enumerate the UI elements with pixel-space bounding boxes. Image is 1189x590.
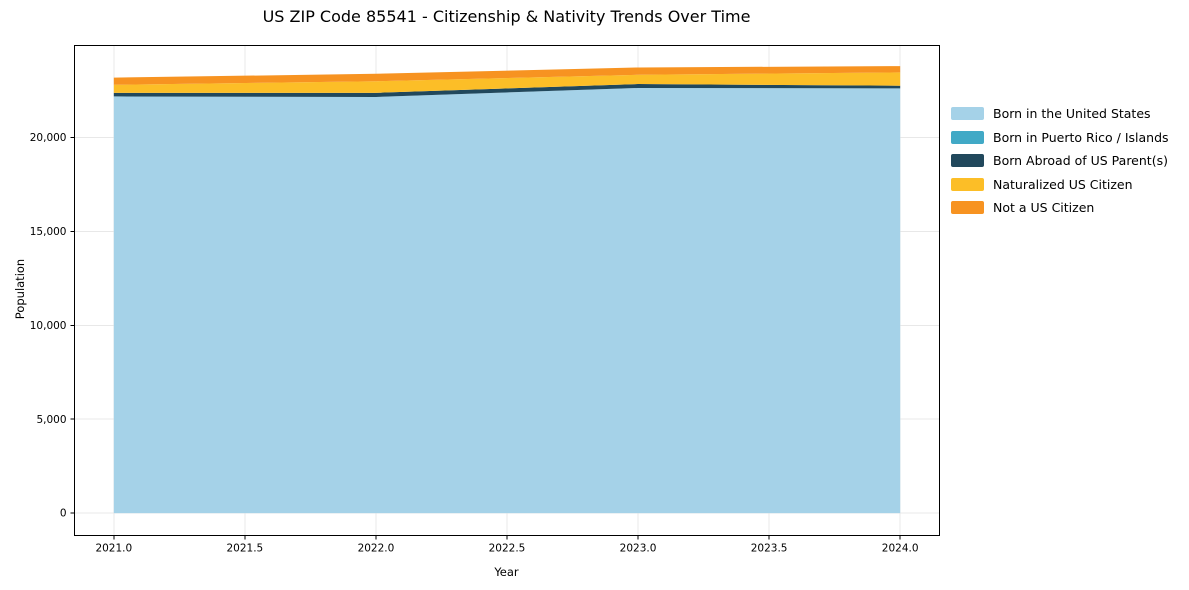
x-tick-label: 2021.5 xyxy=(227,543,264,555)
area-born-abroad-of-us-parent-s xyxy=(113,84,901,97)
x-tick-label: 2022.5 xyxy=(489,543,526,555)
legend-label: Not a US Citizen xyxy=(993,200,1095,216)
area-not-a-us-citizen xyxy=(113,66,901,85)
legend-item-born-in-the-united-states: Born in the United States xyxy=(951,102,1169,126)
legend-item-naturalized-us-citizen: Naturalized US Citizen xyxy=(951,173,1169,197)
y-tick-label: 0 xyxy=(60,508,67,520)
x-tick-label: 2023.5 xyxy=(751,543,788,555)
legend-swatch xyxy=(951,154,984,168)
legend-label: Born in the United States xyxy=(993,106,1151,122)
x-tick-label: 2021.0 xyxy=(95,543,132,555)
area-naturalized-us-citizen xyxy=(113,72,901,93)
x-tick-label: 2024.0 xyxy=(882,543,919,555)
chart-title: US ZIP Code 85541 - Citizenship & Nativi… xyxy=(262,7,751,26)
x-tick-label: 2022.0 xyxy=(358,543,395,555)
x-tick-label: 2023.0 xyxy=(620,543,657,555)
legend: Born in the United States Born in Puerto … xyxy=(951,102,1169,220)
legend-label: Born in Puerto Rico / Islands xyxy=(993,129,1169,145)
y-tick-label: 5,000 xyxy=(36,414,66,426)
legend-swatch xyxy=(951,130,984,144)
legend-item-born-in-puerto-rico-islands: Born in Puerto Rico / Islands xyxy=(951,126,1169,150)
y-tick-label: 10,000 xyxy=(30,320,67,332)
legend-swatch xyxy=(951,177,984,191)
y-tick-label: 15,000 xyxy=(30,226,67,238)
legend-label: Born Abroad of US Parent(s) xyxy=(993,153,1168,169)
y-tick-label: 20,000 xyxy=(30,132,67,144)
y-axis-label: Population xyxy=(13,258,27,320)
x-axis-label: Year xyxy=(494,565,519,579)
legend-item-not-a-us-citizen: Not a US Citizen xyxy=(951,196,1169,220)
area-born-in-the-united-states xyxy=(113,87,901,514)
legend-swatch xyxy=(951,201,984,215)
legend-label: Naturalized US Citizen xyxy=(993,176,1133,192)
legend-swatch xyxy=(951,107,984,121)
legend-item-born-abroad-of-us-parent-s: Born Abroad of US Parent(s) xyxy=(951,149,1169,173)
